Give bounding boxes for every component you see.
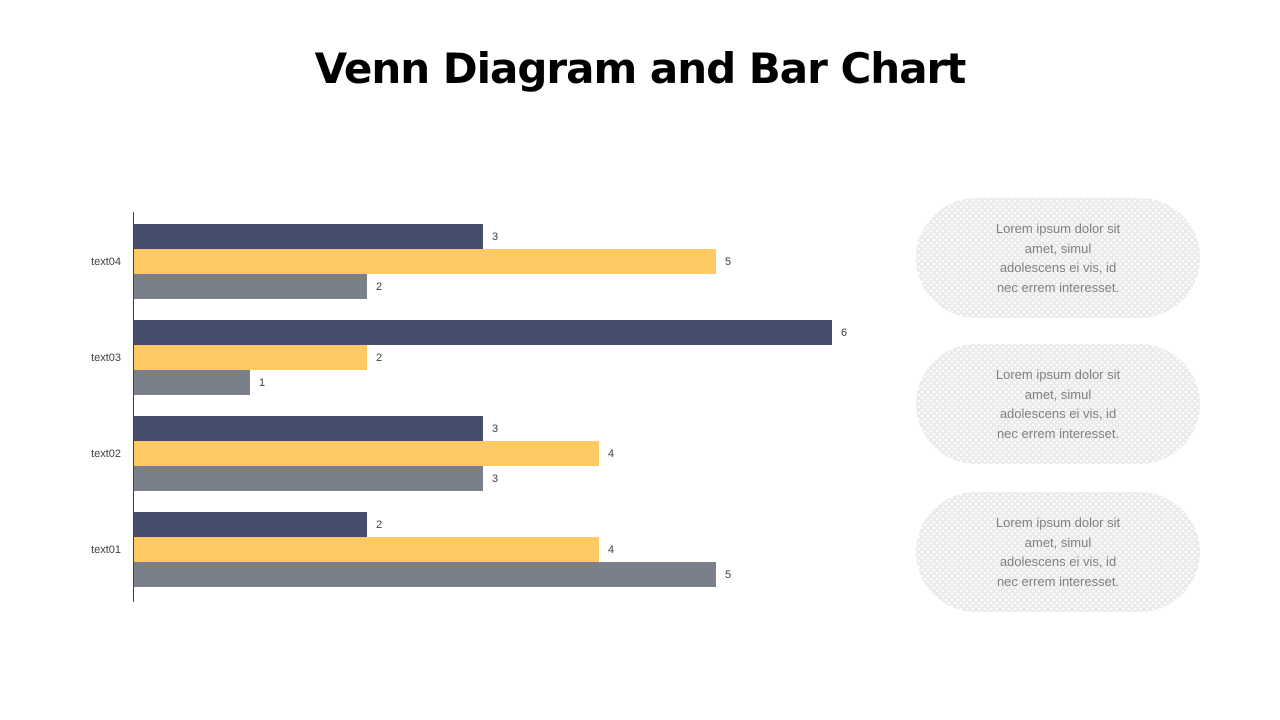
yellow-series-bar — [134, 345, 367, 370]
bar-row: 2 — [134, 512, 873, 537]
lorem-text-box: Lorem ipsum dolor sit amet, simul adoles… — [916, 492, 1200, 612]
bar-value-label: 3 — [492, 472, 499, 485]
bar-row: 5 — [134, 562, 873, 587]
bar-group: text01 2 4 5 — [91, 512, 873, 587]
category-label: text03 — [91, 351, 121, 364]
dark-navy-series-bar — [134, 224, 483, 249]
bar-value-label: 3 — [492, 230, 499, 243]
bar-row: 4 — [134, 441, 873, 466]
bar-row: 1 — [134, 370, 873, 395]
bar-row: 5 — [134, 249, 873, 274]
gray-series-bar — [134, 370, 250, 395]
bar-chart: text04 3 5 2 text03 6 2 1 text02 3 4 3 text01 2 4 5 — [91, 212, 873, 602]
lorem-text-box: Lorem ipsum dolor sit amet, simul adoles… — [916, 198, 1200, 318]
dark-navy-series-bar — [134, 512, 367, 537]
bar-group: text03 6 2 1 — [91, 320, 873, 395]
gray-series-bar — [134, 466, 483, 491]
yellow-series-bar — [134, 537, 599, 562]
bar-value-label: 4 — [608, 543, 615, 556]
dark-navy-series-bar — [134, 320, 832, 345]
lorem-text-box: Lorem ipsum dolor sit amet, simul adoles… — [916, 344, 1200, 464]
yellow-series-bar — [134, 441, 599, 466]
gray-series-bar — [134, 562, 716, 587]
bar-row: 3 — [134, 224, 873, 249]
bar-value-label: 2 — [376, 280, 383, 293]
bar-value-label: 6 — [841, 326, 848, 339]
bar-value-label: 4 — [608, 447, 615, 460]
dark-navy-series-bar — [134, 416, 483, 441]
chart-y-axis — [133, 212, 134, 602]
bar-row: 2 — [134, 345, 873, 370]
bar-value-label: 5 — [725, 255, 732, 268]
bar-value-label: 5 — [725, 568, 732, 581]
gray-series-bar — [134, 274, 367, 299]
text-boxes: Lorem ipsum dolor sit amet, simul adoles… — [916, 0, 1200, 720]
category-label: text02 — [91, 447, 121, 460]
category-label: text04 — [91, 255, 121, 268]
yellow-series-bar — [134, 249, 716, 274]
bar-row: 3 — [134, 416, 873, 441]
bar-group: text02 3 4 3 — [91, 416, 873, 491]
bar-row: 6 — [134, 320, 873, 345]
bar-value-label: 2 — [376, 518, 383, 531]
page-title: Venn Diagram and Bar Chart — [314, 44, 967, 93]
bar-value-label: 1 — [259, 376, 266, 389]
bar-row: 4 — [134, 537, 873, 562]
category-label: text01 — [91, 543, 121, 556]
bar-group: text04 3 5 2 — [91, 224, 873, 299]
bar-row: 3 — [134, 466, 873, 491]
bar-value-label: 3 — [492, 422, 499, 435]
bar-value-label: 2 — [376, 351, 383, 364]
bar-row: 2 — [134, 274, 873, 299]
